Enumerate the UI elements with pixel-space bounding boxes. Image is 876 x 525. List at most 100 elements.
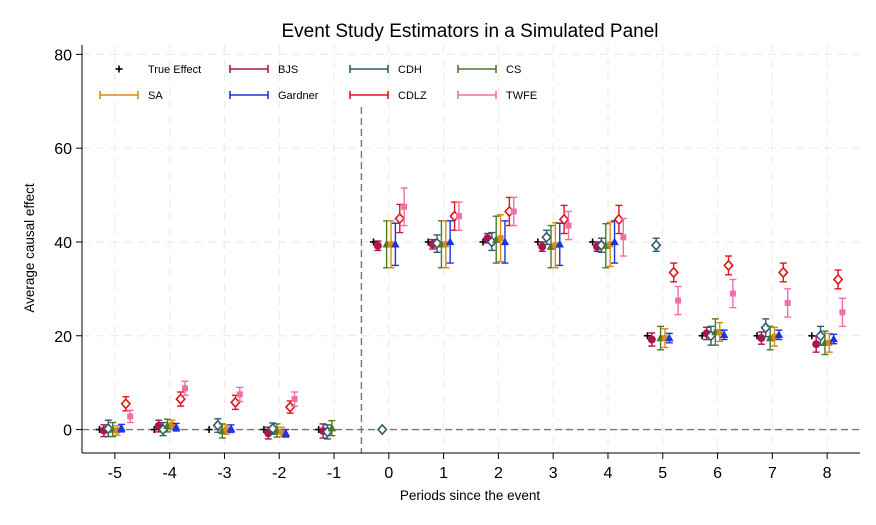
data-point (260, 426, 268, 434)
data-point (236, 391, 243, 398)
legend-item-true-effect: True Effect (115, 64, 201, 76)
data-point (552, 242, 559, 249)
data-point (647, 335, 656, 344)
data-point (832, 273, 844, 286)
data-point (442, 241, 449, 248)
y-tick-label: 20 (54, 329, 72, 346)
data-point (394, 212, 406, 225)
series-twfe (126, 187, 846, 424)
x-tick-label: -2 (272, 465, 286, 482)
x-tick-label: 3 (549, 465, 558, 482)
data-point (510, 208, 517, 215)
data-point (401, 203, 408, 210)
legend-label: CDH (398, 64, 422, 76)
x-tick-label: 8 (823, 465, 832, 482)
data-point (172, 422, 181, 431)
data-point (223, 426, 230, 433)
data-point (661, 335, 668, 342)
y-tick-label: 40 (54, 235, 72, 252)
data-point (839, 309, 846, 316)
data-point (500, 237, 510, 246)
x-axis-title: Periods since the event (400, 488, 541, 503)
x-tick-label: 5 (658, 465, 667, 482)
series-sa (113, 214, 833, 438)
data-point (607, 241, 614, 248)
data-point (829, 334, 838, 343)
series-cdlz (120, 196, 844, 414)
legend-label: CDLZ (398, 90, 427, 102)
x-tick-label: -1 (327, 465, 341, 482)
data-point (150, 426, 158, 434)
data-point (784, 299, 791, 306)
x-tick-label: -3 (217, 465, 231, 482)
x-tick-label: 0 (384, 465, 393, 482)
data-point (327, 423, 337, 432)
data-point (103, 422, 114, 435)
x-tick-label: -4 (163, 465, 177, 482)
data-point (497, 235, 504, 242)
data-point (723, 259, 734, 272)
data-point (541, 231, 552, 244)
legend-label: Gardner (278, 90, 319, 102)
x-tick-label: -5 (108, 465, 122, 482)
data-point (391, 239, 400, 248)
data-point (815, 329, 826, 342)
data-point (168, 421, 175, 428)
series-true-effect (96, 238, 816, 434)
data-point (278, 428, 285, 435)
legend-label: True Effect (148, 64, 201, 76)
data-point (373, 241, 382, 250)
data-point (774, 330, 784, 339)
data-point (643, 332, 651, 340)
chart-title: Event Study Estimators in a Simulated Pa… (281, 21, 658, 42)
data-point (771, 333, 778, 340)
data-point (175, 393, 186, 405)
legend-label: CS (506, 64, 521, 76)
data-point (812, 340, 821, 349)
data-point (565, 222, 572, 229)
data-point (226, 424, 236, 432)
legend-item-cdlz: CDLZ (349, 90, 427, 102)
series-bjs (99, 232, 821, 440)
data-point (620, 234, 627, 241)
data-point (826, 339, 833, 346)
data-point (388, 241, 395, 248)
data-point (757, 334, 766, 343)
data-point (719, 330, 729, 339)
data-point (596, 239, 607, 252)
reference-lines (82, 107, 860, 453)
legend: True Effect BJS CDH CS SA Gardner CDLZ TWFE (99, 64, 537, 102)
data-point (127, 413, 134, 420)
data-point (455, 213, 462, 220)
legend-item-cs: CS (457, 64, 521, 76)
data-point (114, 427, 121, 434)
legend-label: TWFE (506, 90, 537, 102)
x-tick-label: 1 (439, 465, 448, 482)
x-tick-label: 4 (604, 465, 613, 482)
data-point (291, 396, 298, 403)
data-point (668, 266, 680, 279)
legend-label: BJS (278, 64, 298, 76)
data-point (479, 238, 487, 246)
axes: 0 20 40 60 80 -5 -4 -3 -2 -1 0 1 2 3 4 5 6 7 8 (54, 45, 860, 482)
data-point (369, 238, 377, 246)
data-point (376, 423, 388, 436)
data-point (445, 237, 455, 246)
legend-item-bjs: BJS (229, 64, 298, 76)
legend-symbol (115, 65, 123, 73)
data-point (650, 239, 662, 252)
x-tick-label: 7 (768, 465, 777, 482)
data-point (675, 297, 682, 304)
data-point (120, 397, 132, 410)
data-point (610, 237, 619, 246)
data-point (205, 426, 213, 434)
x-tick-label: 2 (494, 465, 503, 482)
data-point (117, 423, 126, 432)
data-point (281, 428, 291, 437)
legend-item-cdh: CDH (349, 64, 422, 76)
data-point (729, 290, 736, 297)
data-point (665, 333, 674, 342)
y-tick-label: 80 (54, 47, 72, 64)
